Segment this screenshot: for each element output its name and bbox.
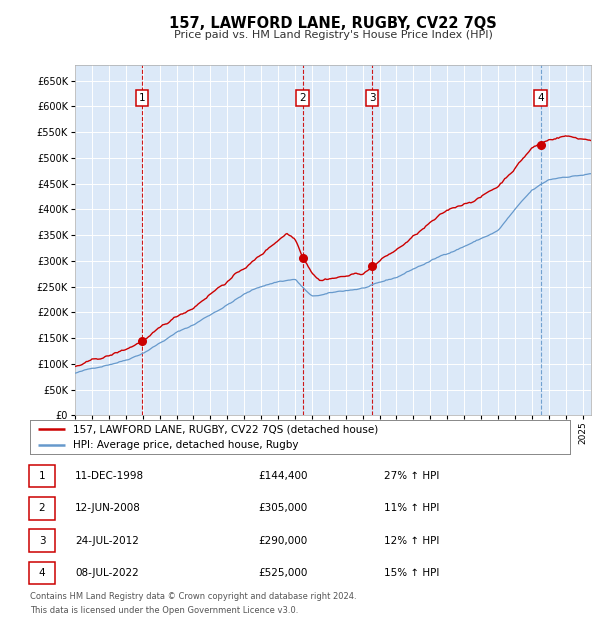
Text: £525,000: £525,000 <box>258 568 307 578</box>
Text: £305,000: £305,000 <box>258 503 307 513</box>
Text: 24-JUL-2012: 24-JUL-2012 <box>75 536 139 546</box>
Text: £144,400: £144,400 <box>258 471 308 481</box>
Text: 12% ↑ HPI: 12% ↑ HPI <box>384 536 439 546</box>
Text: 1: 1 <box>139 94 145 104</box>
Text: 4: 4 <box>537 94 544 104</box>
Text: 3: 3 <box>38 536 46 546</box>
Text: 15% ↑ HPI: 15% ↑ HPI <box>384 568 439 578</box>
Text: 157, LAWFORD LANE, RUGBY, CV22 7QS: 157, LAWFORD LANE, RUGBY, CV22 7QS <box>169 16 497 31</box>
Text: 157, LAWFORD LANE, RUGBY, CV22 7QS (detached house): 157, LAWFORD LANE, RUGBY, CV22 7QS (deta… <box>73 425 379 435</box>
Text: HPI: Average price, detached house, Rugby: HPI: Average price, detached house, Rugb… <box>73 440 299 450</box>
Text: Price paid vs. HM Land Registry's House Price Index (HPI): Price paid vs. HM Land Registry's House … <box>173 30 493 40</box>
Text: 2: 2 <box>38 503 46 513</box>
Text: Contains HM Land Registry data © Crown copyright and database right 2024.: Contains HM Land Registry data © Crown c… <box>30 592 356 601</box>
Text: 11% ↑ HPI: 11% ↑ HPI <box>384 503 439 513</box>
Text: 27% ↑ HPI: 27% ↑ HPI <box>384 471 439 481</box>
Text: This data is licensed under the Open Government Licence v3.0.: This data is licensed under the Open Gov… <box>30 606 298 615</box>
Text: 08-JUL-2022: 08-JUL-2022 <box>75 568 139 578</box>
Text: 11-DEC-1998: 11-DEC-1998 <box>75 471 144 481</box>
Text: 12-JUN-2008: 12-JUN-2008 <box>75 503 141 513</box>
Text: 1: 1 <box>38 471 46 481</box>
Text: £290,000: £290,000 <box>258 536 307 546</box>
Text: 4: 4 <box>38 568 46 578</box>
Text: 2: 2 <box>299 94 306 104</box>
Text: 3: 3 <box>369 94 376 104</box>
